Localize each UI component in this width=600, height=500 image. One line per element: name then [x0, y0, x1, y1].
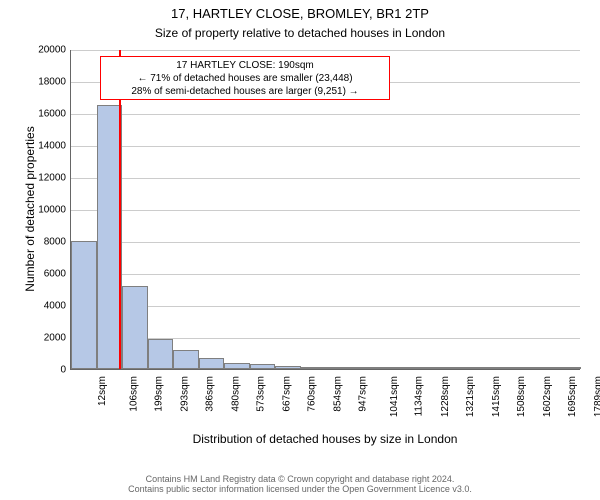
histogram-bar — [275, 366, 301, 369]
x-tick-label: 1789sqm — [593, 376, 600, 417]
histogram-bar — [556, 367, 582, 369]
annotation-line-1: 17 HARTLEY CLOSE: 190sqm — [105, 59, 385, 72]
x-tick-label: 1228sqm — [440, 376, 451, 417]
x-tick-label: 1602sqm — [542, 376, 553, 417]
histogram-bar — [352, 367, 378, 369]
x-tick-label: 1041sqm — [389, 376, 400, 417]
histogram-bar — [199, 358, 225, 369]
histogram-bar — [326, 367, 352, 369]
y-tick-label: 2000 — [0, 333, 66, 344]
x-tick-label: 667sqm — [281, 376, 292, 412]
x-tick-label: 573sqm — [256, 376, 267, 412]
histogram-bar — [301, 367, 327, 369]
y-tick-label: 12000 — [0, 173, 66, 184]
gridline — [71, 178, 580, 179]
histogram-bar — [428, 367, 454, 369]
histogram-bar — [122, 286, 148, 369]
y-tick-label: 18000 — [0, 77, 66, 88]
gridline — [71, 210, 580, 211]
x-tick-label: 480sqm — [230, 376, 241, 412]
x-tick-label: 1695sqm — [567, 376, 578, 417]
x-tick-label: 1508sqm — [516, 376, 527, 417]
y-tick-label: 10000 — [0, 205, 66, 216]
x-tick-label: 1134sqm — [413, 376, 424, 416]
x-tick-label: 854sqm — [332, 376, 343, 412]
histogram-bar — [71, 241, 97, 369]
histogram-bar — [479, 367, 505, 369]
footer-line-2: Contains public sector information licen… — [0, 484, 600, 494]
histogram-bar — [505, 367, 531, 369]
histogram-bar — [403, 367, 429, 369]
gridline — [71, 114, 580, 115]
histogram-bar — [148, 339, 174, 369]
chart-title: 17, HARTLEY CLOSE, BROMLEY, BR1 2TP — [0, 6, 600, 21]
x-tick-label: 199sqm — [154, 376, 165, 412]
footer-line-1: Contains HM Land Registry data © Crown c… — [0, 474, 600, 484]
footer-attribution: Contains HM Land Registry data © Crown c… — [0, 474, 600, 494]
chart-subtitle: Size of property relative to detached ho… — [0, 26, 600, 40]
x-tick-label: 12sqm — [97, 376, 108, 406]
chart-container: { "canvas": { "width": 600, "height": 50… — [0, 0, 600, 500]
y-tick-label: 0 — [0, 365, 66, 376]
x-tick-label: 1415sqm — [491, 376, 502, 417]
y-tick-label: 4000 — [0, 301, 66, 312]
histogram-bar — [224, 363, 250, 369]
gridline — [71, 274, 580, 275]
x-tick-label: 1321sqm — [465, 376, 476, 417]
histogram-bar — [173, 350, 199, 369]
histogram-bar — [250, 364, 276, 369]
y-tick-label: 14000 — [0, 141, 66, 152]
x-tick-label: 106sqm — [128, 376, 139, 412]
gridline — [71, 50, 580, 51]
gridline — [71, 146, 580, 147]
gridline — [71, 242, 580, 243]
histogram-bar — [377, 367, 403, 369]
annotation-line-3: 28% of semi-detached houses are larger (… — [105, 85, 385, 98]
y-tick-label: 20000 — [0, 45, 66, 56]
y-tick-label: 8000 — [0, 237, 66, 248]
x-tick-label: 947sqm — [358, 376, 369, 412]
x-tick-label: 293sqm — [179, 376, 190, 412]
histogram-bar — [454, 367, 480, 369]
annotation-line-2: ← 71% of detached houses are smaller (23… — [105, 72, 385, 85]
x-tick-label: 386sqm — [205, 376, 216, 412]
y-tick-label: 16000 — [0, 109, 66, 120]
y-tick-label: 6000 — [0, 269, 66, 280]
annotation-box: 17 HARTLEY CLOSE: 190sqm ← 71% of detach… — [100, 56, 390, 100]
histogram-bar — [530, 367, 556, 369]
x-axis-title: Distribution of detached houses by size … — [70, 432, 580, 446]
x-tick-label: 760sqm — [307, 376, 318, 412]
